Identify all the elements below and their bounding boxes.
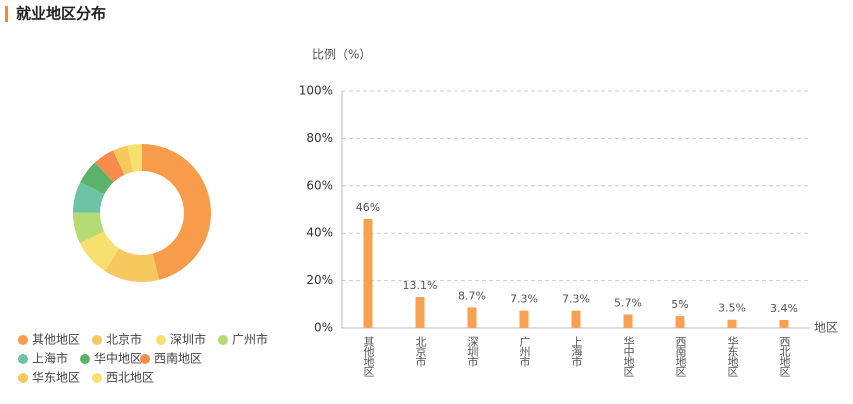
x-tick-label: 西北地区 [778,336,791,377]
x-tick-label: 深圳市 [466,336,479,368]
y-axis-label: 比例（%） [312,48,371,62]
donut-slice [113,145,134,175]
page-title: 就业地区分布 [16,5,106,23]
legend-swatch [18,373,28,383]
bar [623,314,633,328]
legend-label: 华东地区 [32,371,80,385]
y-tick-label: 0% [314,321,333,335]
donut-slice [142,144,212,280]
legend-label: 深圳市 [170,332,206,347]
legend-swatch [80,354,90,364]
y-tick-label: 100% [299,84,333,98]
x-tick-label: 西南地区 [674,336,687,377]
value-label: 8.7% [458,289,486,302]
donut-slice [73,212,105,244]
legend-swatch [92,373,102,383]
x-tick-label: 北京市 [414,336,427,368]
x-axis-label: 地区 [814,321,838,335]
value-label: 3.4% [770,302,798,315]
y-tick-label: 40% [306,226,333,240]
legend-label: 其他地区 [32,333,80,347]
value-label: 5% [671,298,688,311]
y-tick-label: 20% [306,273,333,287]
value-label: 5.7% [614,296,642,309]
bar [467,307,477,328]
legend-label: 北京市 [106,332,142,347]
x-tick-label: 广州市 [518,336,531,368]
x-tick-label: 华东地区 [726,335,739,377]
legend-label: 西北地区 [106,371,154,385]
legend-label: 华中地区 [94,351,142,366]
title-marker [5,6,8,22]
legend-swatch [218,335,228,345]
bar [779,319,789,328]
legend-label: 上海市 [32,351,68,366]
bar [363,218,373,328]
donut-slice [79,231,120,272]
legend-swatch [156,335,166,345]
bar [519,310,529,328]
donut-slice [73,182,105,213]
bar [415,296,425,328]
donut-slice [95,150,125,183]
bar [571,310,581,328]
legend-swatch [92,335,102,345]
legend-swatch [140,354,150,364]
y-tick-label: 60% [306,178,333,192]
x-tick-label: 其他地区 [362,336,375,377]
value-label: 46% [356,201,380,214]
legend-swatch [18,354,28,364]
value-label: 3.5% [718,302,746,315]
bar [675,316,685,328]
legend-swatch [18,335,28,345]
legend-label: 广州市 [232,332,268,347]
legend-label: 西南地区 [154,351,202,366]
donut-slice [104,248,160,283]
x-tick-label: 华中地区 [622,335,635,377]
value-label: 7.3% [510,293,538,306]
value-label: 7.3% [562,293,590,306]
donut-slice [127,144,142,172]
x-tick-label: 上海市 [570,336,583,368]
y-tick-label: 80% [306,131,333,145]
donut-slice [80,162,114,195]
value-label: 13.1% [403,279,438,292]
bar [727,319,737,328]
